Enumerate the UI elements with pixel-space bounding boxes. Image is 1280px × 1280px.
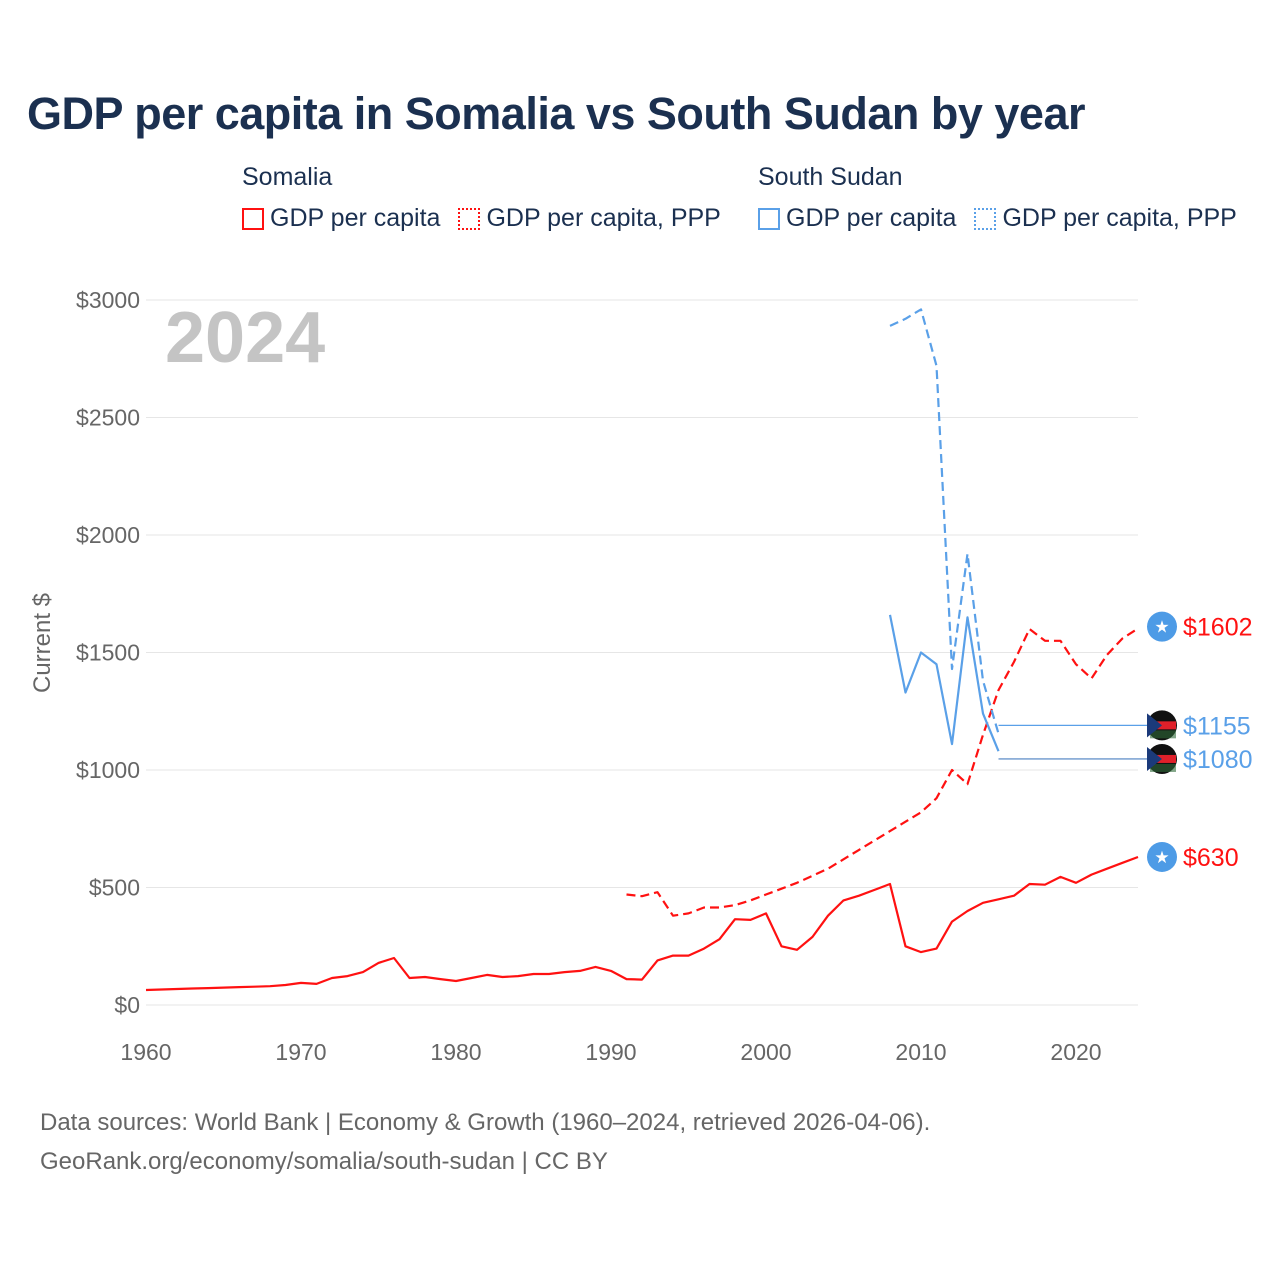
legend-label: GDP per capita	[270, 204, 441, 232]
y-tick-label: $0	[114, 992, 140, 1018]
series-line	[626, 627, 1139, 917]
x-tick-label: 1970	[275, 1039, 326, 1065]
flag-stripe	[1150, 721, 1176, 730]
legend-group-label: South Sudan	[758, 163, 903, 191]
x-tick-label: 1960	[120, 1039, 171, 1065]
legend-group-label: Somalia	[242, 163, 333, 191]
legend-item-south-sudan-gdp[interactable]: GDP per capita	[758, 204, 956, 233]
end-value-label: $1602	[1183, 614, 1253, 642]
somalia-flag-icon	[1147, 841, 1177, 872]
legend-south-sudan: South Sudan GDP per capita GDP per capit…	[758, 163, 1237, 233]
chart-title: GDP per capita in Somalia vs South Sudan…	[27, 88, 1086, 139]
y-tick-label: $1500	[76, 640, 140, 666]
legend-label: GDP per capita, PPP	[486, 204, 721, 232]
x-tick-label: 2000	[740, 1039, 791, 1065]
flag-stripe	[1150, 754, 1176, 763]
flag-stripe	[1150, 730, 1176, 739]
x-tick-label: 1980	[430, 1039, 481, 1065]
legend-item-somalia-gdp[interactable]: GDP per capita	[242, 204, 440, 233]
series-line	[888, 614, 1000, 752]
year-watermark: 2024	[165, 298, 325, 378]
x-tick-label: 1990	[585, 1039, 636, 1065]
legend-label: GDP per capita	[786, 204, 957, 232]
end-value-label: $1155	[1183, 712, 1251, 740]
footer-sources: Data sources: World Bank | Economy & Gro…	[40, 1109, 931, 1136]
legend-swatch	[974, 207, 997, 230]
y-tick-label: $3000	[76, 287, 140, 313]
legend-swatch	[458, 207, 481, 230]
somalia-flag-icon	[1147, 611, 1177, 642]
y-tick-label: $2500	[76, 405, 140, 431]
legend-label: GDP per capita, PPP	[1002, 204, 1237, 232]
y-tick-label: $1000	[76, 757, 140, 783]
x-tick-label: 2010	[895, 1039, 946, 1065]
end-value-label: $630	[1183, 844, 1239, 872]
star-icon: ★	[1154, 618, 1169, 637]
flag-stripe	[1150, 763, 1176, 772]
y-axis-label: Current $	[29, 593, 56, 693]
flag-triangle	[1147, 713, 1162, 738]
series-line	[145, 855, 1139, 992]
y-tick-label: $2000	[76, 522, 140, 548]
flag-triangle	[1147, 746, 1162, 771]
footer-link[interactable]: GeoRank.org/economy/somalia/south-sudan …	[40, 1148, 608, 1175]
end-value-label: $1080	[1183, 746, 1253, 774]
star-icon: ★	[1154, 848, 1169, 867]
legend-item-somalia-ppp[interactable]: GDP per capita, PPP	[458, 204, 721, 233]
legend-somalia: Somalia GDP per capita GDP per capita, P…	[242, 163, 721, 233]
x-tick-label: 2020	[1050, 1039, 1101, 1065]
legend-item-south-sudan-ppp[interactable]: GDP per capita, PPP	[974, 204, 1237, 233]
legend-swatch	[242, 207, 264, 230]
y-tick-label: $500	[89, 875, 140, 901]
legend-swatch	[758, 207, 780, 230]
series-line	[889, 308, 1000, 734]
